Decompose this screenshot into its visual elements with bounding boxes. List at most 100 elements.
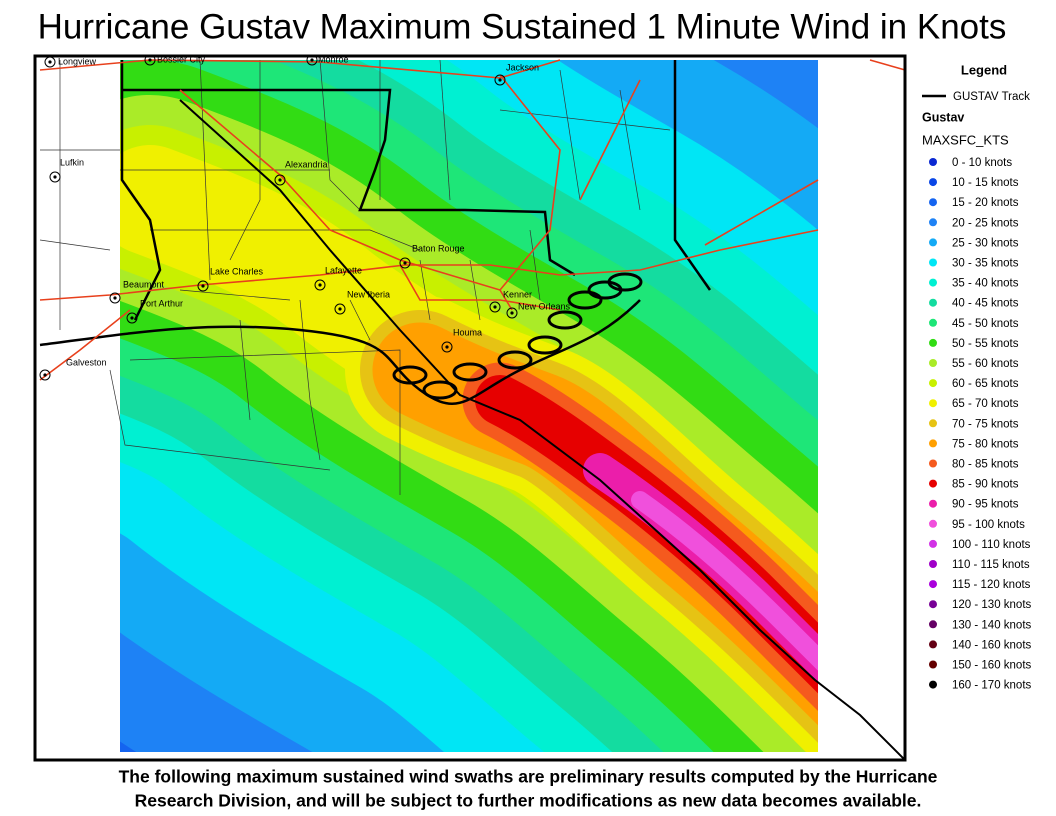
legend-swatch bbox=[929, 660, 937, 669]
legend-label: 40 - 45 knots bbox=[952, 298, 1019, 310]
legend-field: MAXSFC_KTS bbox=[922, 132, 1009, 147]
boundary-line bbox=[349, 299, 371, 341]
coast-marsh bbox=[392, 365, 428, 385]
coast-marsh bbox=[607, 272, 643, 292]
city-label: New Orleans bbox=[518, 301, 571, 311]
city-label: Houma bbox=[453, 327, 482, 337]
highway bbox=[39, 59, 561, 79]
map: Longview Bossier City Monroe Jackson Lufkin A… bbox=[39, 54, 904, 759]
city-label: Kenner bbox=[503, 289, 532, 299]
footer-line: Research Division, and will be subject t… bbox=[135, 791, 922, 811]
city-marker-dot bbox=[201, 284, 205, 288]
state-line bbox=[39, 299, 641, 405]
coast-marsh bbox=[452, 362, 488, 382]
state-line bbox=[122, 88, 576, 277]
legend-label: 55 - 60 knots bbox=[952, 358, 1019, 370]
legend: Legend GUSTAV Track Gustav MAXSFC_KTS 0 - 10… bbox=[922, 62, 1032, 692]
legend-label: 50 - 55 knots bbox=[952, 338, 1019, 350]
legend-swatch bbox=[929, 640, 937, 649]
city-marker-dot bbox=[278, 178, 282, 182]
city-marker bbox=[49, 171, 61, 183]
legend-label: 120 - 130 knots bbox=[952, 599, 1032, 611]
city-marker bbox=[441, 341, 453, 353]
legend-label: 130 - 140 knots bbox=[952, 619, 1032, 631]
legend-swatch bbox=[929, 318, 937, 327]
legend-label: 100 - 110 knots bbox=[952, 539, 1031, 551]
legend-label: 70 - 75 knots bbox=[952, 418, 1019, 430]
legend-swatch bbox=[929, 198, 937, 207]
highway bbox=[869, 59, 904, 71]
legend-swatch bbox=[929, 459, 937, 468]
map-frame bbox=[33, 54, 907, 762]
city-label: Baton Rouge bbox=[412, 243, 465, 253]
boundary-line bbox=[439, 59, 451, 201]
storm-track bbox=[179, 99, 904, 759]
legend-label: 95 - 100 knots bbox=[952, 519, 1025, 531]
city-marker bbox=[494, 74, 506, 86]
legend-swatch bbox=[929, 539, 937, 548]
highway bbox=[704, 179, 819, 246]
city-label: Lafayette bbox=[325, 265, 362, 275]
highway bbox=[179, 89, 513, 311]
legend-swatch bbox=[929, 178, 937, 187]
city-marker bbox=[506, 307, 518, 319]
boundary-line bbox=[39, 239, 111, 251]
legend-label: 90 - 95 knots bbox=[952, 499, 1019, 511]
legend-swatch bbox=[929, 479, 937, 488]
legend-swatch bbox=[929, 580, 937, 589]
footer-line: The following maximum sustained wind swa… bbox=[119, 767, 938, 787]
city-marker-dot bbox=[493, 305, 497, 309]
legend-label: 80 - 85 knots bbox=[952, 459, 1019, 471]
city-marker-dot bbox=[130, 316, 134, 320]
city-marker bbox=[306, 57, 318, 66]
city-label: Monroe bbox=[318, 54, 349, 64]
city-marker bbox=[314, 279, 326, 291]
boundary-line bbox=[229, 60, 261, 261]
city-label: Longview bbox=[58, 56, 97, 66]
highway bbox=[499, 74, 561, 291]
legend-swatch bbox=[929, 399, 937, 408]
legend-swatch bbox=[929, 419, 937, 428]
city-marker bbox=[197, 280, 209, 292]
boundary-line bbox=[179, 289, 291, 301]
legend-swatch bbox=[929, 600, 937, 609]
legend-layer: Gustav bbox=[922, 110, 964, 124]
city-label: Galveston bbox=[66, 357, 107, 367]
city-marker bbox=[126, 312, 138, 324]
city-marker-dot bbox=[148, 58, 152, 62]
city-marker bbox=[399, 257, 411, 269]
city-marker-dot bbox=[445, 345, 449, 349]
city-marker-dot bbox=[48, 60, 52, 64]
legend-label: 160 - 170 knots bbox=[952, 680, 1032, 692]
coast-marsh bbox=[567, 290, 603, 310]
legend-label: 30 - 35 knots bbox=[952, 258, 1019, 270]
legend-swatch bbox=[929, 620, 937, 629]
legend-swatch bbox=[929, 298, 937, 307]
legend-swatch bbox=[929, 278, 937, 287]
city-label: Port Arthur bbox=[140, 298, 183, 308]
city-label: Beaumont bbox=[123, 279, 165, 289]
boundary-line bbox=[129, 349, 401, 495]
legend-label: 20 - 25 knots bbox=[952, 217, 1019, 229]
boundary-line bbox=[419, 259, 431, 321]
city-label: Alexandria bbox=[285, 159, 328, 169]
legend-swatch bbox=[929, 218, 937, 227]
city-marker bbox=[44, 57, 56, 68]
legend-title: Legend bbox=[961, 62, 1007, 77]
city-marker bbox=[109, 292, 121, 304]
city-marker-dot bbox=[43, 373, 47, 377]
legend-swatch bbox=[929, 680, 937, 689]
city-marker-dot bbox=[318, 283, 322, 287]
legend-swatch bbox=[929, 560, 937, 568]
city-marker bbox=[39, 369, 51, 381]
highway bbox=[39, 309, 131, 381]
boundary-line bbox=[619, 89, 641, 211]
state-line bbox=[673, 60, 712, 291]
boundary-line bbox=[299, 299, 321, 461]
city-label: New Iberia bbox=[347, 289, 390, 299]
legend-swatch bbox=[929, 158, 937, 166]
legend-label: 0 - 10 knots bbox=[952, 157, 1012, 169]
boundary-line bbox=[150, 229, 421, 251]
city-label: Bossier City bbox=[157, 54, 206, 64]
